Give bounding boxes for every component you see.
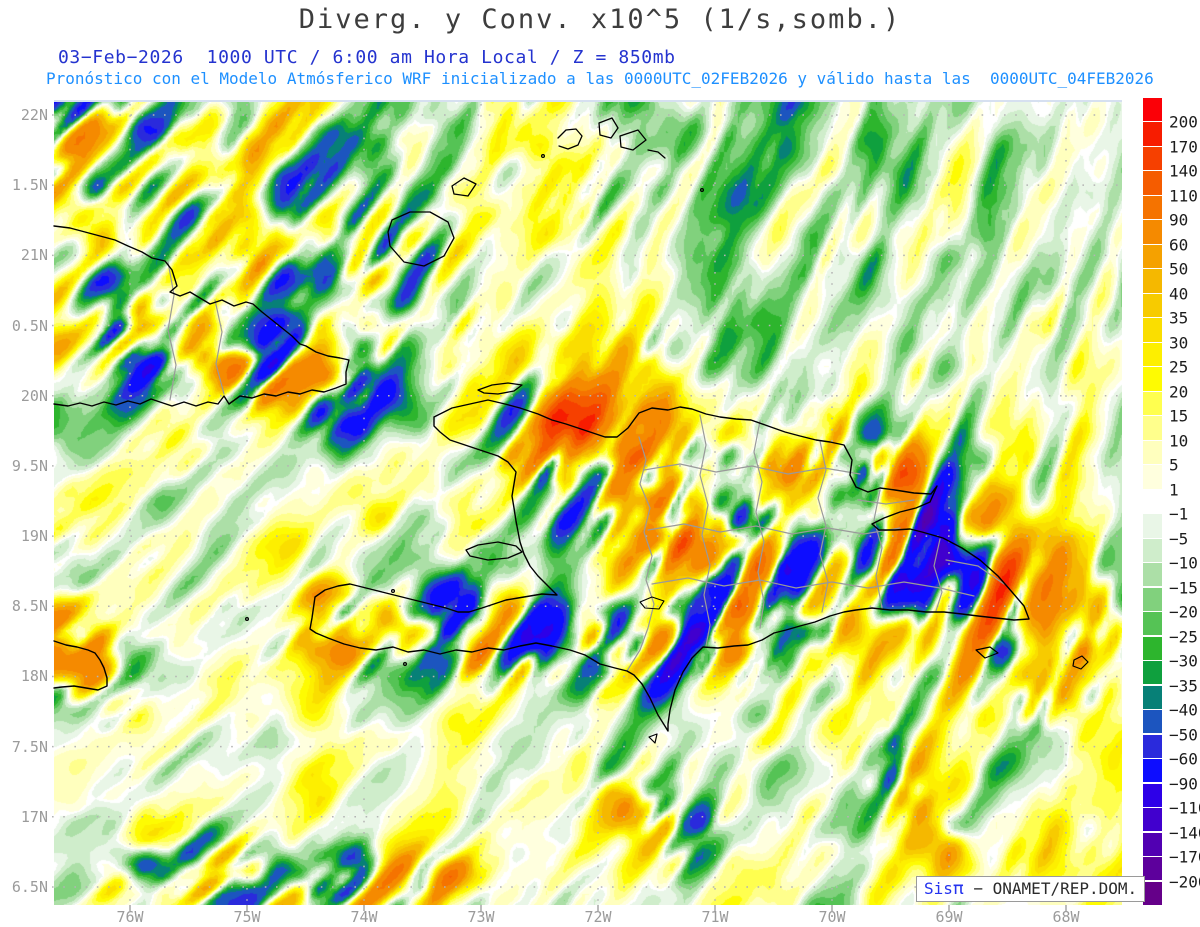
color-scale-label: 140 [1169, 161, 1198, 181]
valid-time-subtitle: 03−Feb−2026 1000 UTC / 6:00 am Hora Loca… [58, 47, 676, 68]
color-scale-cell [1143, 342, 1162, 367]
color-scale-cell [1143, 857, 1162, 881]
color-scale-label: 50 [1169, 259, 1189, 279]
color-scale-cell [1143, 808, 1162, 832]
lat-label: 19N [20, 527, 48, 546]
lon-label: 69W [935, 908, 963, 926]
divergence-field-canvas [54, 102, 1122, 905]
credit-box: Sisπ − ONAMET/REP.DOM. [916, 876, 1146, 902]
color-scale-cell [1143, 98, 1162, 122]
color-scale-cell [1143, 195, 1162, 220]
color-scale-cell [1143, 269, 1162, 293]
color-scale-label: 15 [1169, 406, 1189, 426]
lat-label: 18N [20, 667, 48, 686]
color-scale-label: 90 [1169, 210, 1189, 230]
lat-label: 0.5N [11, 316, 48, 335]
color-scale-cell [1143, 587, 1162, 611]
color-scale-label: −30 [1169, 651, 1198, 671]
color-scale-cell [1143, 171, 1162, 195]
color-scale-label: −200 [1169, 872, 1200, 891]
color-scale-label: −15 [1169, 578, 1198, 598]
lat-label: 22N [20, 106, 48, 124]
lon-label: 72W [584, 908, 612, 926]
color-scale-label: −10 [1169, 553, 1198, 573]
lon-label: 74W [350, 908, 378, 926]
color-scale-label: 30 [1169, 333, 1189, 353]
color-scale-cell [1143, 514, 1162, 538]
color-scale-cell [1143, 122, 1162, 146]
color-scale-label: −110 [1169, 798, 1200, 818]
color-scale-label: 110 [1169, 186, 1198, 206]
color-scale-label: 25 [1169, 357, 1189, 377]
color-scale-label: −35 [1169, 676, 1198, 696]
credit-sis: Sis [924, 879, 953, 898]
color-scale-cell [1143, 367, 1162, 391]
model-init-subtitle: Pronóstico con el Modelo Atmósferico WRF… [46, 69, 1154, 88]
credit-onamet: − ONAMET/REP.DOM. [963, 879, 1138, 898]
color-scale-cell [1143, 244, 1162, 269]
color-scale-label: −40 [1169, 700, 1198, 720]
color-scale-label: −5 [1169, 529, 1189, 549]
color-scale-cell [1143, 293, 1162, 318]
color-scale-cell [1143, 538, 1162, 562]
color-scale-label: −50 [1169, 725, 1198, 745]
lat-label: 21N [20, 246, 48, 265]
color-scale-label: 40 [1169, 284, 1189, 304]
color-scale-cell [1143, 146, 1162, 171]
color-scale-label: 20 [1169, 382, 1189, 402]
lat-label: 20N [20, 386, 48, 405]
color-scale-cell [1143, 832, 1162, 856]
color-scale-label: −25 [1169, 627, 1198, 647]
color-scale-cell [1143, 661, 1162, 685]
color-scale-label: 170 [1169, 137, 1198, 157]
lon-label: 70W [818, 908, 846, 926]
lon-label: 76W [116, 908, 144, 926]
lon-label: 73W [467, 908, 495, 926]
lat-label: 1.5N [11, 176, 48, 195]
color-scale-cell [1143, 318, 1162, 342]
lon-label: 75W [233, 908, 261, 926]
lat-label: 7.5N [11, 737, 48, 756]
color-scale-cell [1143, 220, 1162, 244]
color-scale-label: 200 [1169, 112, 1198, 132]
lon-label: 68W [1052, 908, 1080, 926]
color-scale-cell [1143, 612, 1162, 636]
color-scale-label: 35 [1169, 308, 1189, 328]
lat-label: 17N [20, 807, 48, 826]
color-scale-label: −1 [1169, 504, 1189, 524]
color-scale-label: 60 [1169, 235, 1189, 255]
color-scale-label: −170 [1169, 847, 1200, 867]
lon-label: 71W [701, 908, 729, 926]
color-scale-cell [1143, 636, 1162, 660]
color-scale-label: −20 [1169, 602, 1198, 622]
color-scale-label: −60 [1169, 749, 1198, 769]
page-title: Diverg. y Conv. x10^5 (1/s,somb.) [298, 4, 902, 35]
color-scale-cell [1143, 465, 1162, 489]
color-scale-cell [1143, 440, 1162, 465]
color-scale-label: −140 [1169, 823, 1200, 843]
pi-icon: π [952, 878, 964, 899]
color-scale-cell [1143, 783, 1162, 807]
lat-label: 6.5N [11, 877, 48, 896]
color-scale-label: 5 [1169, 455, 1179, 475]
color-scale-cell [1143, 563, 1162, 587]
color-scale-cell [1143, 685, 1162, 709]
color-scale-label: 10 [1169, 431, 1189, 451]
color-scale-cell [1143, 489, 1162, 514]
color-scale-cell [1143, 391, 1162, 416]
color-scale-label: 1 [1169, 480, 1179, 500]
color-scale-label: −90 [1169, 774, 1198, 794]
lat-label: 8.5N [11, 597, 48, 616]
color-scale-cell [1143, 416, 1162, 440]
color-scale-cell [1143, 759, 1162, 783]
color-scale-cell [1143, 881, 1162, 905]
color-scale-cell [1143, 734, 1162, 758]
color-scale-cell [1143, 710, 1162, 734]
lat-label: 9.5N [11, 456, 48, 475]
